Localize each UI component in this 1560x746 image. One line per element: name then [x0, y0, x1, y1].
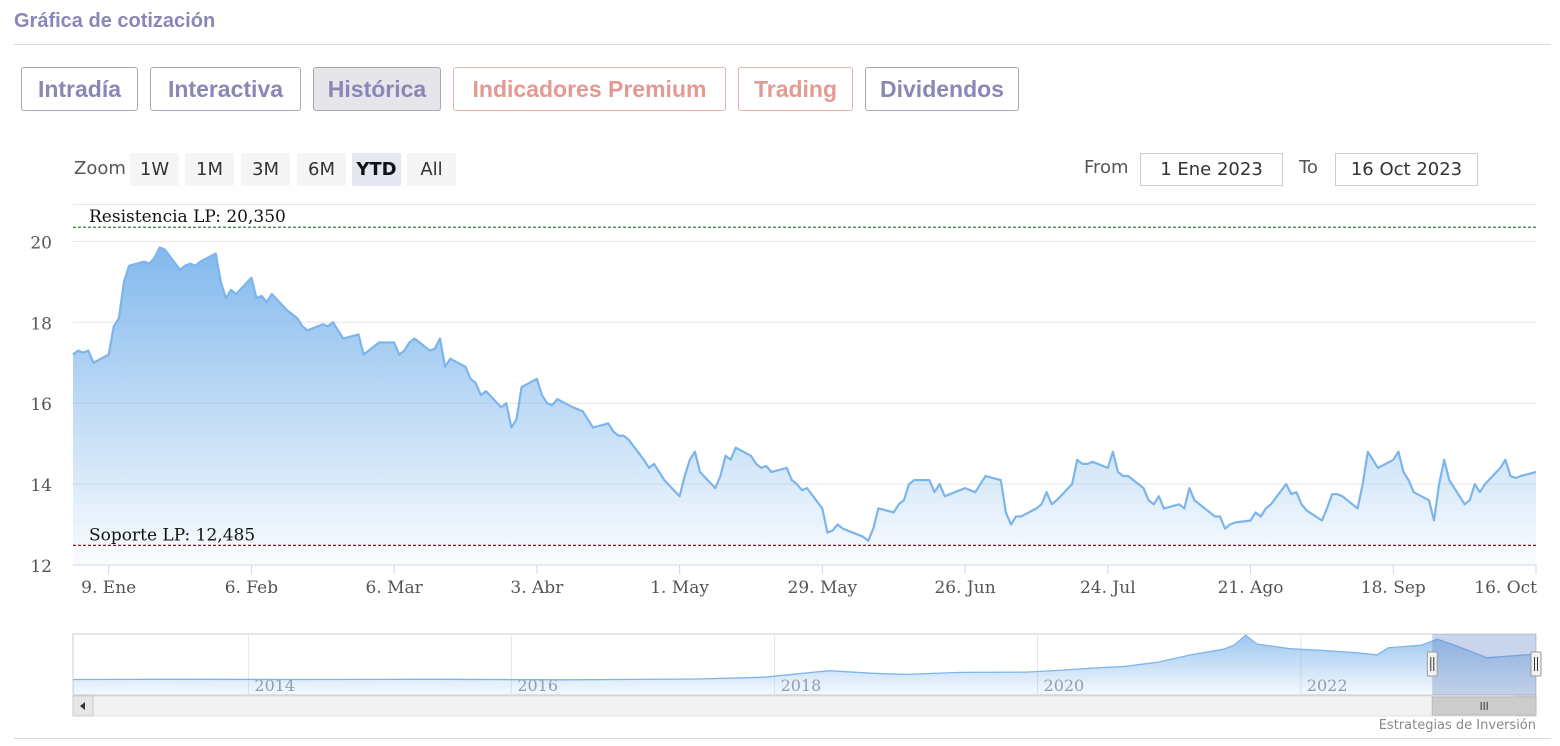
x-tick-label: 18. Sep	[1361, 578, 1426, 598]
y-tick-label: 12	[30, 557, 52, 577]
chart-credit[interactable]: Estrategias de Inversión	[1378, 718, 1536, 733]
zoom-3m-button[interactable]: 3M	[241, 153, 290, 186]
y-tick-label: 18	[30, 314, 52, 334]
zoom-ytd-button[interactable]: YTD	[352, 153, 401, 186]
x-tick-label: 21. Ago	[1218, 578, 1284, 598]
navigator-frame	[72, 633, 1537, 696]
navigator-handle-right[interactable]	[1530, 651, 1542, 677]
navigator[interactable]: 2014 2016 2018 2020 2022	[72, 633, 1542, 717]
zoom-1w-button[interactable]: 1W	[130, 153, 179, 186]
navigator-selection[interactable]	[1432, 634, 1536, 695]
page-title: Gráfica de cotización	[14, 10, 216, 32]
tab-interactiva[interactable]: Interactiva	[150, 67, 301, 111]
scrollbar-track[interactable]	[72, 695, 1537, 717]
range-to-label: To	[1299, 157, 1318, 178]
navigator-area	[73, 635, 1536, 695]
navigator-tick-label: 2018	[781, 676, 822, 695]
zoom-label: Zoom	[74, 158, 126, 179]
tab-historica[interactable]: Histórica	[313, 67, 441, 111]
navigator-tick-label: 2020	[1044, 676, 1085, 695]
zoom-all-button[interactable]: All	[407, 153, 456, 186]
x-tick-label: 3. Abr	[510, 578, 564, 598]
scrollbar-thumb[interactable]	[1431, 696, 1537, 716]
title-divider	[14, 44, 1551, 45]
tab-intradia[interactable]: Intradía	[21, 67, 138, 111]
main-series	[72, 246, 1537, 565]
tab-indicadores-premium[interactable]: Indicadores Premium	[453, 67, 726, 111]
scrollbar-right-button[interactable]	[1515, 695, 1537, 717]
support-label: Soporte LP: 12,485	[89, 525, 255, 545]
scrollbar-left-button[interactable]	[72, 695, 94, 717]
navigator-tick-label: 2014	[254, 676, 295, 695]
y-tick-label: 16	[30, 395, 52, 415]
scroll-left-icon	[80, 702, 85, 710]
chart-top-divider	[73, 204, 1536, 205]
main-grid	[73, 240, 1536, 485]
tab-trading[interactable]: Trading	[738, 67, 853, 111]
navigator-tick-label: 2022	[1307, 676, 1348, 695]
bottom-divider	[14, 738, 1551, 739]
price-area	[73, 247, 1536, 565]
x-tick-label: 1. May	[650, 578, 709, 598]
y-tick-label: 14	[30, 476, 52, 496]
x-tick-label: 24. Jul	[1080, 578, 1136, 598]
chart-tabs: Intradía Interactiva Histórica Indicador…	[21, 67, 1031, 111]
scroll-right-icon	[1524, 702, 1529, 710]
x-tick-label: 16. Oct	[1474, 578, 1537, 598]
range-from-input[interactable]: 1 Ene 2023	[1140, 153, 1283, 186]
x-tick-label: 9. Ene	[81, 578, 136, 598]
plot-lines: Resistencia LP: 20,350 Soporte LP: 12,485	[73, 207, 1536, 546]
x-tick-label: 6. Mar	[365, 578, 423, 598]
navigator-tick-label: 2016	[517, 676, 558, 695]
zoom-1m-button[interactable]: 1M	[185, 153, 234, 186]
main-axes: 12 14 16 18 20 9. Ene 6. Feb 6. Mar 3. Abr 1. May…	[30, 233, 1537, 598]
price-line	[72, 246, 1537, 542]
y-tick-label: 20	[30, 233, 52, 253]
tab-dividendos[interactable]: Dividendos	[865, 67, 1019, 111]
navigator-handle-left[interactable]	[1426, 651, 1438, 677]
range-from-label: From	[1084, 157, 1129, 178]
zoom-6m-button[interactable]: 6M	[297, 153, 346, 186]
resistance-label: Resistencia LP: 20,350	[89, 207, 286, 227]
range-to-input[interactable]: 16 Oct 2023	[1335, 153, 1478, 186]
x-tick-label: 6. Feb	[225, 578, 279, 598]
x-tick-label: 29. May	[788, 578, 858, 598]
x-tick-label: 26. Jun	[934, 578, 995, 598]
navigator-line	[72, 634, 1537, 681]
